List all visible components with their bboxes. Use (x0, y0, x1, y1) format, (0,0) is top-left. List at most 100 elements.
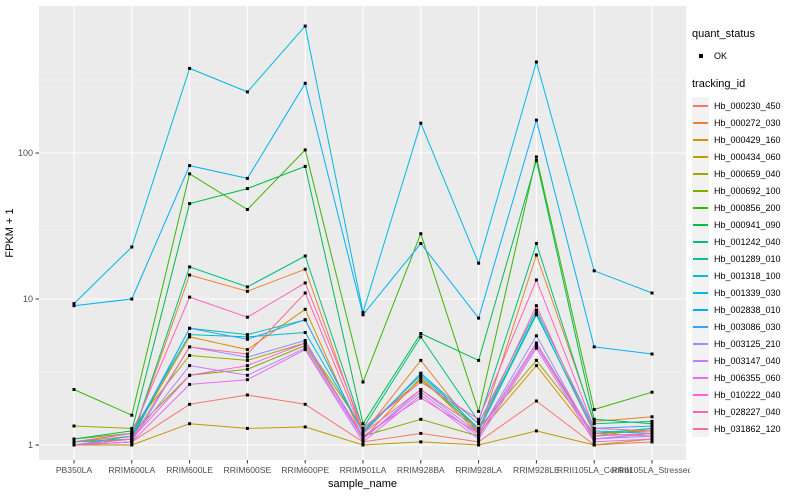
data-point (245, 289, 249, 293)
data-point (592, 431, 596, 435)
line-key-icon (692, 131, 709, 148)
data-point (245, 426, 249, 430)
line-glyph-icon (693, 377, 708, 379)
data-point (592, 269, 596, 273)
data-point (72, 437, 76, 441)
line-glyph-icon (693, 394, 708, 396)
data-point (592, 429, 596, 433)
legend-item-tracking-id: Hb_000429_160 (692, 131, 800, 148)
data-point (534, 155, 538, 159)
data-point (245, 90, 249, 94)
data-point (477, 261, 481, 265)
data-point (361, 422, 365, 426)
data-point (361, 429, 365, 433)
data-point (419, 121, 423, 125)
data-point (477, 316, 481, 320)
line-key-icon (692, 301, 709, 318)
data-point (477, 429, 481, 433)
data-point (72, 443, 76, 447)
line-key-icon (692, 165, 709, 182)
x-tick-label: RRII105LA_Stressed (612, 465, 690, 475)
data-point (650, 424, 654, 428)
data-point (361, 431, 365, 435)
data-point (534, 346, 538, 350)
x-axis-title: sample_name (328, 478, 397, 490)
data-point (419, 373, 423, 377)
line-key-icon (692, 267, 709, 284)
point-glyph-icon (698, 53, 703, 58)
data-point (245, 358, 249, 362)
data-point (477, 434, 481, 438)
line-key-icon (692, 284, 709, 301)
data-point (419, 388, 423, 391)
data-point (534, 429, 538, 433)
data-point (188, 164, 192, 168)
legend-item-label: Hb_003125_210 (714, 338, 781, 349)
data-point (130, 431, 134, 435)
legend-item-label: Hb_001242_040 (714, 236, 781, 247)
data-point (361, 437, 365, 441)
y-tick-label: 1 (28, 440, 33, 450)
data-point (419, 390, 423, 394)
legend-item-label: Hb_000230_450 (714, 100, 781, 111)
data-point (419, 417, 423, 421)
legend-group-quant-status: quant_status OK (692, 28, 800, 64)
y-tick-label: 10 (23, 294, 33, 304)
data-point (245, 367, 249, 371)
line-key-icon (692, 182, 709, 199)
data-point (188, 326, 192, 330)
legend-item-label: Hb_000856_200 (714, 202, 781, 213)
line-glyph-icon (693, 292, 708, 294)
legend-item-label: Hb_000692_100 (714, 185, 781, 196)
data-point (130, 437, 134, 441)
x-tick-label: RRIM928LE (513, 465, 560, 475)
data-point (592, 426, 596, 430)
data-point (361, 426, 365, 430)
data-point (188, 265, 192, 269)
data-point (130, 413, 134, 417)
data-point (130, 429, 134, 433)
data-point (245, 208, 249, 211)
data-point (130, 434, 134, 438)
data-point (303, 331, 307, 334)
legend-group-tracking-id: tracking_id Hb_000230_450 Hb_000272_030 Hb… (692, 78, 800, 437)
data-point (419, 242, 423, 245)
data-point (419, 396, 423, 400)
data-point (188, 354, 192, 357)
data-point (592, 437, 596, 441)
line-glyph-icon (693, 190, 708, 192)
line-glyph-icon (693, 343, 708, 345)
data-point (245, 315, 249, 319)
data-point (419, 371, 423, 375)
line-glyph-icon (693, 428, 708, 430)
legend-item-label: Hb_001339_030 (714, 287, 781, 298)
line-glyph-icon (693, 122, 708, 124)
data-point (303, 281, 307, 285)
data-point (650, 440, 654, 444)
data-point (650, 431, 654, 435)
data-point (361, 380, 365, 384)
legend-item-label: Hb_000429_160 (714, 134, 781, 145)
data-point (419, 332, 423, 335)
x-tick-label: RRIM901LA (340, 465, 387, 475)
line-key-icon (692, 420, 709, 437)
line-key-icon (692, 97, 709, 114)
data-point (650, 426, 654, 430)
data-point (650, 429, 654, 433)
data-point (477, 426, 481, 430)
legend-item-tracking-id: Hb_003147_040 (692, 352, 800, 369)
legend-item-label: Hb_000272_030 (714, 117, 781, 128)
line-key-icon (692, 369, 709, 386)
legend-item-label: Hb_028227_040 (714, 406, 781, 417)
data-point (188, 345, 192, 349)
data-point (245, 187, 249, 191)
data-point (534, 399, 538, 403)
line-key-icon (692, 352, 709, 369)
legend-item-label: OK (714, 50, 728, 61)
data-point (245, 364, 249, 368)
data-point (245, 176, 249, 180)
data-point (534, 313, 538, 317)
data-point (303, 348, 307, 352)
data-point (592, 417, 596, 421)
